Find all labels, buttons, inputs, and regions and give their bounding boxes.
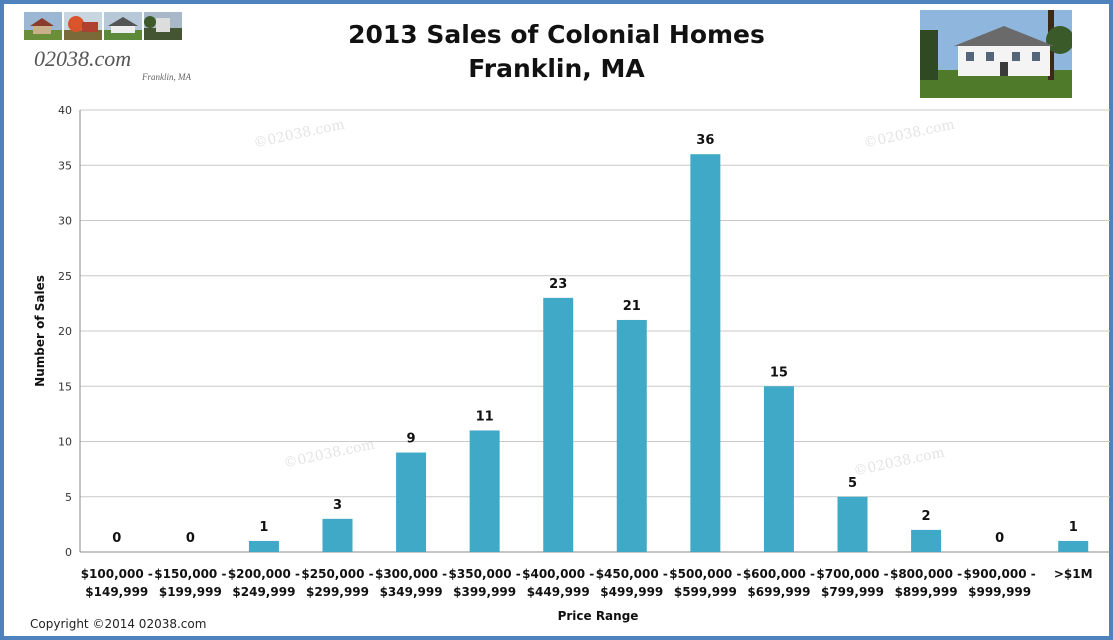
bar <box>248 540 279 552</box>
x-tick-label: $249,999 <box>232 585 295 599</box>
watermark-text: ©02038.com <box>852 445 946 480</box>
bar <box>543 297 574 552</box>
x-tick-label: >$1M <box>1054 567 1093 581</box>
bar <box>690 154 721 552</box>
bar <box>396 452 427 552</box>
x-tick-label: $899,999 <box>895 585 958 599</box>
x-tick-label: $449,999 <box>527 585 590 599</box>
x-tick-label: $250,000 - <box>301 567 373 581</box>
data-label: 0 <box>112 531 121 546</box>
data-labels: 0 0 1 3 9 11 23 21 36 15 5 2 0 1 <box>112 133 1077 546</box>
y-tick-label: 30 <box>58 215 72 228</box>
x-tick-label: $600,000 - <box>743 567 815 581</box>
y-tick-label: 40 <box>58 104 72 117</box>
data-label: 2 <box>922 509 931 524</box>
data-label: 23 <box>549 277 567 292</box>
y-tick-label: 5 <box>65 491 72 504</box>
x-tick-label: $699,999 <box>747 585 810 599</box>
gridlines <box>79 109 1110 553</box>
x-tick-label: $199,999 <box>159 585 222 599</box>
x-tick-label: $400,000 - <box>522 567 594 581</box>
data-label: 0 <box>186 531 195 546</box>
colonial-house-photo <box>920 10 1072 98</box>
x-tick-label: $800,000 - <box>890 567 962 581</box>
x-tick-label: $499,999 <box>600 585 663 599</box>
bar <box>763 386 794 552</box>
y-axis-label: Number of Sales <box>33 275 47 387</box>
x-tick-label: $299,999 <box>306 585 369 599</box>
watermark-text: ©02038.com <box>252 117 346 152</box>
x-tick-label: $999,999 <box>968 585 1031 599</box>
house-thumbnail-1 <box>24 12 62 40</box>
watermark-layer: ©02038.com ©02038.com©02038.com ©02038.com <box>252 117 956 480</box>
data-label: 0 <box>995 531 1004 546</box>
x-tick-label: $700,000 - <box>816 567 888 581</box>
logo-text: 02038.com <box>34 46 132 71</box>
bar <box>616 319 647 552</box>
data-label: 21 <box>623 299 641 314</box>
data-label: 36 <box>696 133 714 148</box>
y-tick-label: 35 <box>58 159 72 172</box>
x-tick-label: $300,000 - <box>375 567 447 581</box>
x-tick-label: $350,000 - <box>449 567 521 581</box>
data-label: 11 <box>476 409 494 424</box>
x-tick-label: $799,999 <box>821 585 884 599</box>
bars <box>248 154 1089 552</box>
x-tick-label: $200,000 - <box>228 567 300 581</box>
data-label: 1 <box>1069 520 1078 535</box>
watermark-text: ©02038.com <box>862 117 956 152</box>
site-logo: 02038.com Franklin, MA <box>24 12 224 92</box>
y-tick-label: 10 <box>58 436 72 449</box>
copyright-notice: Copyright ©2014 02038.com <box>30 617 207 631</box>
chart-title-line2: Franklin, MA <box>468 54 645 83</box>
chart-title: 2013 Sales of Colonial Homes Franklin, M… <box>0 18 1113 86</box>
x-tick-label: $100,000 - <box>81 567 153 581</box>
x-tick-label: $599,999 <box>674 585 737 599</box>
chart-title-line1: 2013 Sales of Colonial Homes <box>348 20 765 49</box>
y-tick-label: 20 <box>58 325 72 338</box>
x-tick-label: $349,999 <box>380 585 443 599</box>
data-label: 1 <box>259 520 268 535</box>
y-axis-ticks: 0 5 10 15 20 25 30 35 40 <box>58 104 72 559</box>
house-thumbnail-3 <box>104 12 142 40</box>
logo-subtitle: Franklin, MA <box>142 72 191 82</box>
y-tick-label: 15 <box>58 380 72 393</box>
x-tick-label: $500,000 - <box>669 567 741 581</box>
y-tick-label: 0 <box>65 546 72 559</box>
data-label: 15 <box>770 365 788 380</box>
bar <box>469 430 500 552</box>
x-tick-label: $900,000 - <box>964 567 1036 581</box>
data-label: 5 <box>848 476 857 491</box>
x-tick-label: $450,000 - <box>596 567 668 581</box>
bar <box>911 529 942 552</box>
data-label: 3 <box>333 498 342 513</box>
y-tick-label: 25 <box>58 270 72 283</box>
x-tick-label: $399,999 <box>453 585 516 599</box>
x-tick-label: $149,999 <box>85 585 148 599</box>
data-label: 9 <box>407 432 416 447</box>
x-axis-label: Price Range <box>558 609 639 623</box>
bar <box>1058 540 1089 552</box>
bar <box>837 496 868 552</box>
house-thumbnail-4 <box>144 12 182 40</box>
bar <box>322 518 353 552</box>
house-thumbnail-2 <box>64 12 102 40</box>
logo-photo-strip <box>24 12 224 40</box>
x-tick-label: $150,000 - <box>154 567 226 581</box>
x-axis-ticks: $100,000 - $149,999 $150,000 - $199,999 $200… <box>81 567 1093 599</box>
